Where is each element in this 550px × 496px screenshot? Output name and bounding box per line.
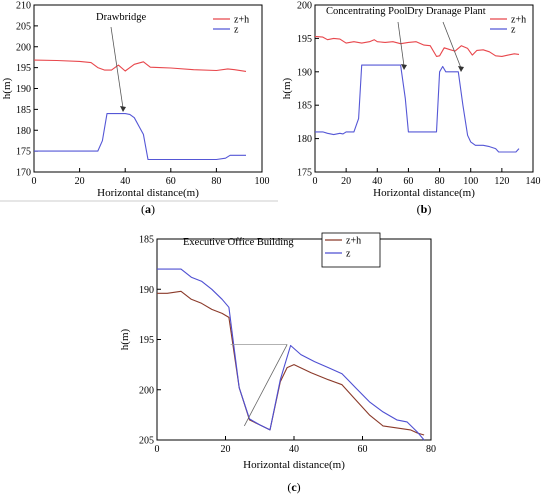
x-tick-label: 40: [120, 176, 130, 187]
y-tick-label: 170: [16, 168, 31, 179]
series-line-zh: [33, 59, 247, 72]
x-tick-label: 100: [463, 176, 478, 187]
y-tick-label: 185: [16, 105, 31, 116]
annotation-pointer: [110, 26, 124, 109]
annotation-label: Drawbridge: [96, 12, 146, 23]
legend-entry: z: [346, 249, 351, 260]
y-axis-label: h(m): [119, 328, 131, 350]
y-tick-label: 195: [297, 34, 312, 45]
y-axis-label: h(m): [1, 77, 13, 99]
annotation-label: Executive Office Building: [183, 237, 294, 248]
x-tick-label: 0: [32, 176, 37, 187]
panel-label: (b): [417, 202, 432, 216]
y-tick-label: 185: [297, 101, 312, 112]
chart-panel-b: 0 20 40 60 80 100 120 140 175 180 185 190 195 200 Hori…: [281, 1, 541, 217]
x-tick-label: 80: [426, 444, 436, 455]
x-tick-label: 20: [75, 176, 85, 187]
panel-label: (c): [287, 480, 300, 494]
y-tick-label: 180: [297, 134, 312, 145]
y-tick-label: 180: [16, 126, 31, 137]
annotation-pointer: [243, 344, 288, 427]
y-tick-label: 200: [16, 42, 31, 53]
annotation-label: Dry Dranage Plant: [407, 6, 486, 17]
x-tick-label: 60: [166, 176, 176, 187]
series-line-z: [34, 113, 246, 161]
x-tick-label: 60: [358, 444, 368, 455]
y-tick-label: 200: [139, 385, 154, 396]
annotation-pointer: [397, 21, 405, 67]
legend-box: [487, 12, 531, 33]
x-tick-label: 60: [403, 176, 413, 187]
annotation-pointer: [442, 21, 462, 69]
chart-panel-c: 0 20 40 60 80 185 190 195 200 205 Horizontal dista…: [119, 232, 436, 494]
chart-panel-a: 0 20 40 60 80 100 170 175 180 185 190 195 200 205 210 H…: [1, 1, 270, 217]
plot-frame: [156, 238, 432, 441]
x-axis-label: Horizontal distance(m): [373, 187, 475, 199]
legend-entry: z: [511, 25, 516, 36]
x-tick-label: 80: [435, 176, 445, 187]
legend-box: [321, 232, 381, 268]
legend-entry: z+h: [511, 15, 526, 26]
legend-entry: z: [234, 25, 239, 36]
x-tick-label: 40: [289, 444, 299, 455]
y-tick-label: 190: [139, 285, 154, 296]
plot-frame: [314, 4, 534, 173]
series-line-zh: [157, 290, 425, 436]
series-line-z: [315, 64, 520, 153]
y-tick-label: 195: [16, 63, 31, 74]
x-tick-label: 20: [341, 176, 351, 187]
x-tick-label: 40: [372, 176, 382, 187]
annotation-label: Concentrating Pool: [326, 6, 407, 17]
y-tick-label: 175: [16, 147, 31, 158]
panel-label: (a): [141, 202, 155, 216]
y-tick-label: 205: [139, 436, 154, 447]
y-tick-label: 190: [16, 84, 31, 95]
x-tick-label: 120: [494, 176, 509, 187]
y-axis-label: h(m): [281, 77, 293, 99]
x-tick-label: 0: [313, 176, 318, 187]
legend-box: [210, 12, 258, 33]
x-tick-label: 20: [221, 444, 231, 455]
series-line-z: [157, 268, 425, 441]
annotation-arrowhead: [120, 106, 126, 112]
x-axis-label: Horizontal distance(m): [243, 459, 345, 471]
x-tick-label: 100: [255, 176, 270, 187]
x-tick-label: 80: [211, 176, 221, 187]
x-axis-label: Horizontal distance(m): [97, 187, 199, 199]
series-line-zh: [314, 35, 520, 57]
legend-entry: z+h: [234, 15, 249, 26]
annotation-arrowhead: [401, 64, 407, 70]
x-tick-label: 0: [155, 444, 160, 455]
y-tick-label: 195: [139, 335, 154, 346]
y-tick-label: 210: [16, 1, 31, 12]
y-tick-label: 190: [297, 67, 312, 78]
y-tick-label: 200: [297, 1, 312, 12]
annotation-arrowhead: [458, 66, 464, 72]
y-tick-label: 185: [139, 235, 154, 246]
y-tick-label: 205: [16, 21, 31, 32]
x-tick-label: 140: [526, 176, 541, 187]
legend-entry: z+h: [346, 236, 361, 247]
y-tick-label: 175: [297, 168, 312, 179]
